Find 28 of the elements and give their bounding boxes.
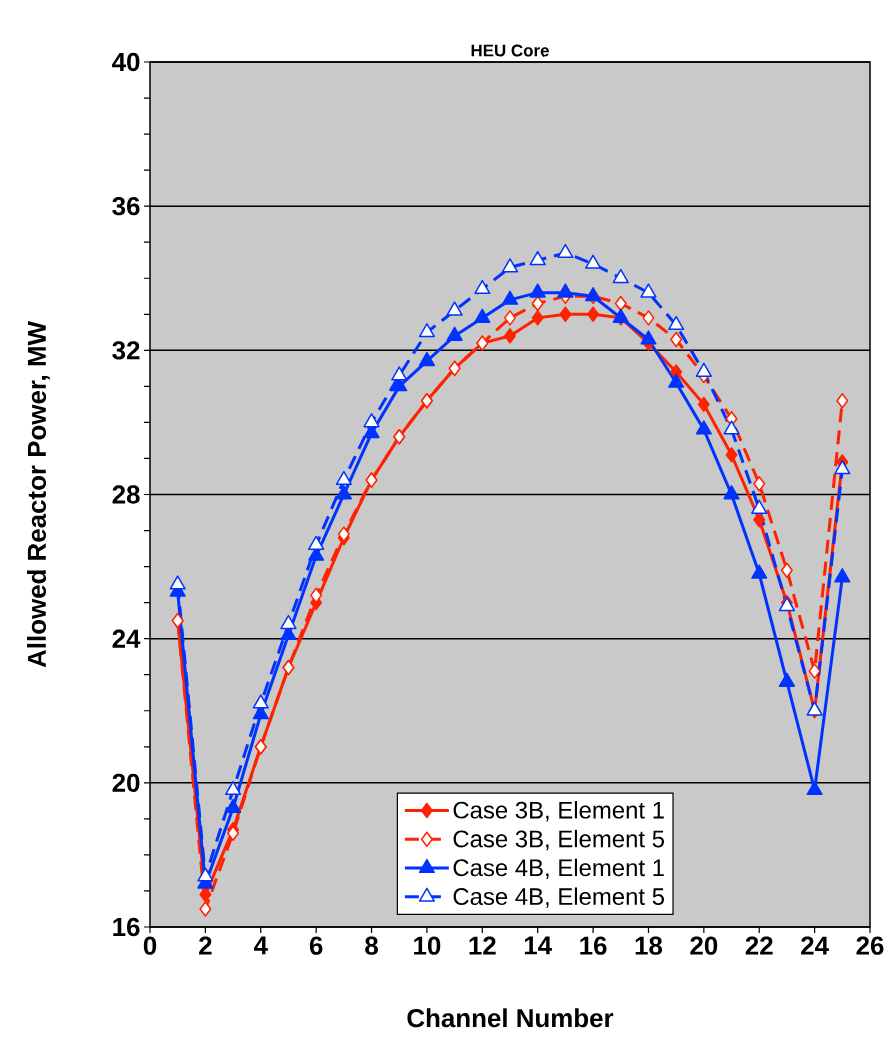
y-axis-title: Allowed Reactor Power, MW <box>27 321 50 668</box>
x-tick-label: 26 <box>856 936 884 955</box>
y-tick-label: 40 <box>112 52 140 72</box>
x-tick-label: 12 <box>469 936 496 955</box>
x-tick-label: 24 <box>801 936 829 955</box>
x-tick-label: 14 <box>524 936 552 955</box>
chart-title: HEU Core <box>471 44 549 57</box>
x-tick-label: 22 <box>745 936 773 955</box>
legend-label: Case 3B, Element 5 <box>453 829 664 851</box>
y-tick-label: 28 <box>112 485 140 504</box>
y-tick-label: 24 <box>112 629 141 648</box>
x-tick-label: 4 <box>253 936 268 955</box>
x-tick-label: 16 <box>580 936 607 955</box>
x-tick-label: 2 <box>199 936 212 955</box>
x-tick-label: 10 <box>414 936 441 955</box>
y-tick-label: 20 <box>112 773 140 792</box>
x-tick-label: 18 <box>635 936 663 955</box>
y-tick-label: 16 <box>113 917 140 937</box>
x-tick-label: 8 <box>365 936 378 955</box>
x-axis-title: Channel Number <box>407 1008 614 1028</box>
legend-label: Case 3B, Element 1 <box>453 801 664 822</box>
x-tick-label: 6 <box>309 936 323 955</box>
y-tick-label: 36 <box>112 196 140 216</box>
x-tick-label: 0 <box>143 936 157 955</box>
y-tick-label: 32 <box>112 341 140 360</box>
legend-label: Case 4B, Element 5 <box>453 887 664 908</box>
legend-label: Case 4B, Element 1 <box>453 858 664 880</box>
x-tick-label: 20 <box>690 936 718 955</box>
